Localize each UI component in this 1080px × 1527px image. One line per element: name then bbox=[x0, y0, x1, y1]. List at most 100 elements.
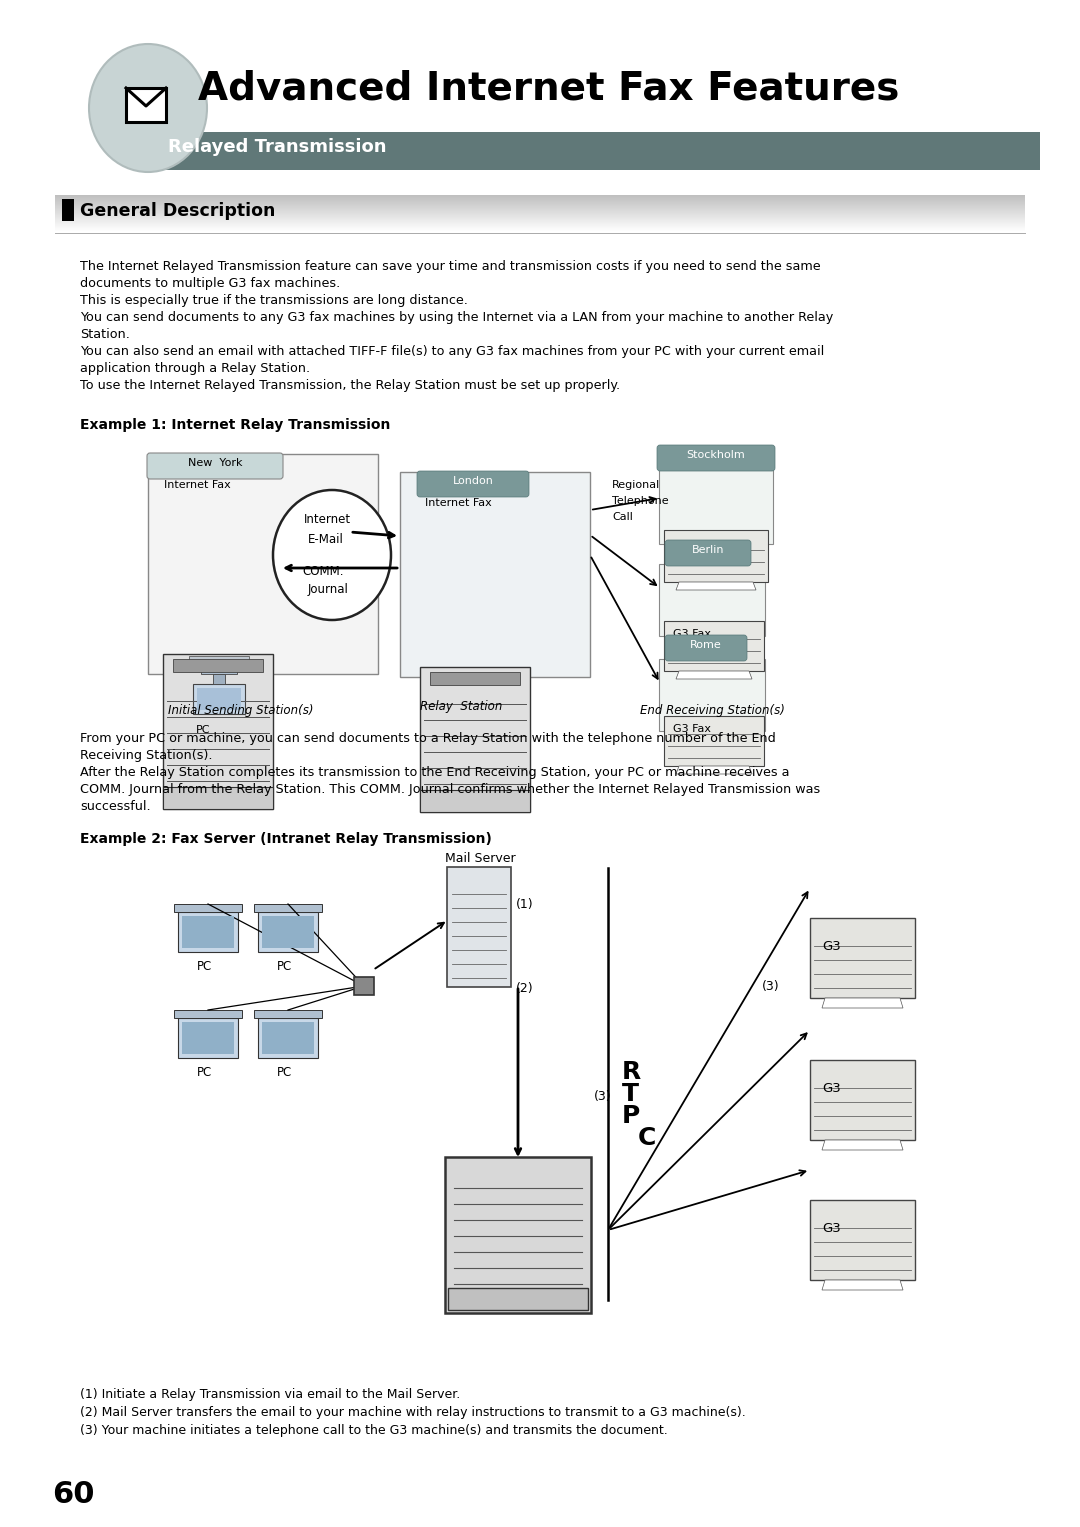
Text: After the Relay Station completes its transmission to the End Receiving Station,: After the Relay Station completes its tr… bbox=[80, 767, 789, 779]
Text: PC: PC bbox=[195, 725, 211, 734]
Text: R: R bbox=[622, 1060, 642, 1084]
Polygon shape bbox=[420, 789, 530, 812]
FancyBboxPatch shape bbox=[62, 199, 75, 221]
Polygon shape bbox=[183, 1022, 234, 1054]
Polygon shape bbox=[822, 1280, 903, 1290]
FancyBboxPatch shape bbox=[148, 131, 1040, 169]
Text: Stockholm: Stockholm bbox=[687, 450, 745, 460]
FancyBboxPatch shape bbox=[665, 635, 747, 661]
Text: Internet Fax: Internet Fax bbox=[164, 479, 231, 490]
FancyBboxPatch shape bbox=[665, 541, 751, 567]
FancyBboxPatch shape bbox=[417, 470, 529, 496]
Polygon shape bbox=[664, 530, 768, 582]
Polygon shape bbox=[254, 904, 322, 912]
Text: C: C bbox=[638, 1125, 657, 1150]
Text: P: P bbox=[622, 1104, 640, 1128]
Polygon shape bbox=[262, 916, 314, 948]
Polygon shape bbox=[174, 1009, 242, 1019]
Polygon shape bbox=[664, 716, 764, 767]
Text: COMM.: COMM. bbox=[302, 565, 343, 579]
Text: The Internet Relayed Transmission feature can save your time and transmission co: The Internet Relayed Transmission featur… bbox=[80, 260, 821, 273]
Text: You can also send an email with attached TIFF-F file(s) to any G3 fax machines f: You can also send an email with attached… bbox=[80, 345, 824, 357]
Text: Example 1: Internet Relay Transmission: Example 1: Internet Relay Transmission bbox=[80, 418, 390, 432]
Polygon shape bbox=[197, 689, 241, 710]
Polygon shape bbox=[173, 660, 264, 672]
Text: Call: Call bbox=[612, 512, 633, 522]
Polygon shape bbox=[201, 666, 237, 673]
FancyBboxPatch shape bbox=[659, 660, 765, 731]
Text: (2): (2) bbox=[516, 982, 534, 996]
FancyBboxPatch shape bbox=[400, 472, 590, 676]
Polygon shape bbox=[822, 999, 903, 1008]
Text: (3) Your machine initiates a telephone call to the G3 machine(s) and transmits t: (3) Your machine initiates a telephone c… bbox=[80, 1425, 667, 1437]
Text: New  York: New York bbox=[188, 458, 242, 467]
Text: PC: PC bbox=[198, 960, 213, 973]
FancyBboxPatch shape bbox=[354, 977, 374, 996]
Text: Journal: Journal bbox=[308, 583, 349, 596]
Ellipse shape bbox=[89, 44, 207, 173]
Text: documents to multiple G3 fax machines.: documents to multiple G3 fax machines. bbox=[80, 276, 340, 290]
Text: Relay  Station: Relay Station bbox=[420, 699, 502, 713]
Polygon shape bbox=[126, 89, 166, 122]
Text: (3): (3) bbox=[762, 980, 780, 993]
Polygon shape bbox=[810, 1200, 915, 1280]
Polygon shape bbox=[420, 667, 530, 812]
Ellipse shape bbox=[273, 490, 391, 620]
Text: London: London bbox=[453, 476, 494, 486]
Text: application through a Relay Station.: application through a Relay Station. bbox=[80, 362, 310, 376]
Text: Advanced Internet Fax Features: Advanced Internet Fax Features bbox=[198, 70, 900, 108]
Text: G3 Fax: G3 Fax bbox=[673, 724, 711, 734]
Text: G3 Fax: G3 Fax bbox=[673, 629, 711, 638]
Text: PC: PC bbox=[278, 960, 293, 973]
Text: Berlin: Berlin bbox=[692, 545, 725, 554]
Polygon shape bbox=[676, 767, 752, 774]
FancyBboxPatch shape bbox=[659, 563, 765, 637]
FancyBboxPatch shape bbox=[448, 1287, 588, 1310]
Polygon shape bbox=[810, 1060, 915, 1141]
Text: E-Mail: E-Mail bbox=[308, 533, 343, 547]
Text: Receiving Station(s).: Receiving Station(s). bbox=[80, 750, 213, 762]
Polygon shape bbox=[163, 654, 273, 809]
Polygon shape bbox=[258, 912, 318, 951]
FancyBboxPatch shape bbox=[147, 454, 283, 479]
Text: To use the Internet Relayed Transmission, the Relay Station must be set up prope: To use the Internet Relayed Transmission… bbox=[80, 379, 620, 392]
Text: G3: G3 bbox=[822, 941, 840, 953]
Polygon shape bbox=[664, 621, 764, 670]
Polygon shape bbox=[822, 1141, 903, 1150]
Text: T: T bbox=[622, 1083, 639, 1106]
Text: PC: PC bbox=[278, 1066, 293, 1080]
Text: Regional: Regional bbox=[612, 479, 660, 490]
Polygon shape bbox=[163, 786, 273, 809]
Polygon shape bbox=[430, 672, 519, 686]
Text: Internet: Internet bbox=[303, 513, 351, 525]
Text: 60: 60 bbox=[52, 1480, 95, 1509]
Polygon shape bbox=[189, 657, 249, 666]
Polygon shape bbox=[174, 904, 242, 912]
FancyBboxPatch shape bbox=[659, 470, 773, 544]
Text: This is especially true if the transmissions are long distance.: This is especially true if the transmiss… bbox=[80, 295, 468, 307]
Polygon shape bbox=[183, 916, 234, 948]
Text: Relayed Transmission: Relayed Transmission bbox=[168, 137, 387, 156]
FancyBboxPatch shape bbox=[447, 867, 511, 986]
Text: Example 2: Fax Server (Intranet Relay Transmission): Example 2: Fax Server (Intranet Relay Tr… bbox=[80, 832, 491, 846]
Polygon shape bbox=[178, 1019, 238, 1058]
FancyBboxPatch shape bbox=[445, 1157, 591, 1313]
Text: G3: G3 bbox=[822, 1222, 840, 1235]
Text: Initial Sending Station(s): Initial Sending Station(s) bbox=[168, 704, 313, 718]
Polygon shape bbox=[193, 684, 245, 715]
Polygon shape bbox=[254, 1009, 322, 1019]
Text: PC: PC bbox=[198, 1066, 213, 1080]
Text: successful.: successful. bbox=[80, 800, 150, 812]
Polygon shape bbox=[810, 918, 915, 999]
Text: (3): (3) bbox=[594, 1090, 611, 1102]
Text: (1) Initiate a Relay Transmission via email to the Mail Server.: (1) Initiate a Relay Transmission via em… bbox=[80, 1388, 460, 1400]
FancyBboxPatch shape bbox=[657, 444, 775, 470]
Polygon shape bbox=[676, 670, 752, 680]
Text: Rome: Rome bbox=[690, 640, 721, 651]
Polygon shape bbox=[262, 1022, 314, 1054]
Text: Station.: Station. bbox=[80, 328, 130, 341]
Text: You can send documents to any G3 fax machines by using the Internet via a LAN fr: You can send documents to any G3 fax mac… bbox=[80, 312, 834, 324]
Polygon shape bbox=[178, 912, 238, 951]
Text: General Description: General Description bbox=[80, 202, 275, 220]
Text: (1): (1) bbox=[516, 898, 534, 912]
